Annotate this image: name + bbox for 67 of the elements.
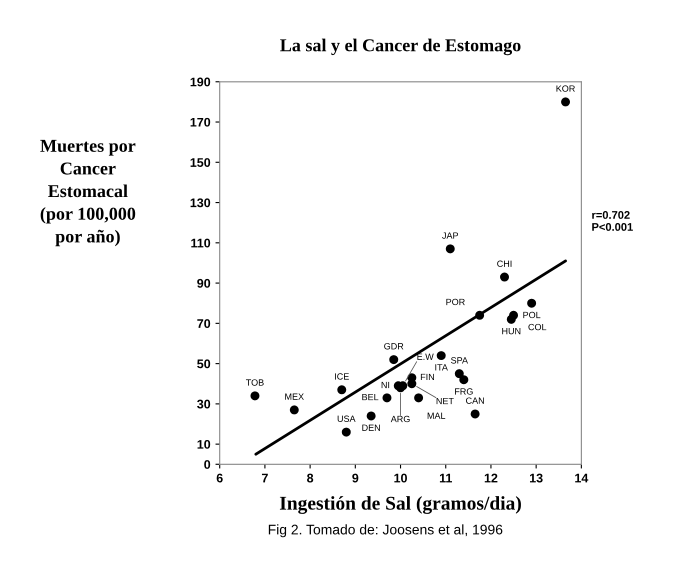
point	[389, 355, 398, 364]
annotation: E.W	[417, 354, 434, 360]
annotation: CHI	[497, 260, 512, 267]
y-tick-label: 170	[190, 118, 210, 127]
annotation: CAN	[466, 397, 484, 404]
y-tick-label: 110	[191, 238, 210, 248]
annotation: ITA	[435, 364, 448, 370]
x-tick-label: 9	[352, 474, 358, 482]
point	[290, 405, 299, 414]
text: r=0.702 P<0.001	[592, 211, 633, 231]
point	[342, 428, 351, 437]
y-tick-label: 0	[204, 460, 210, 469]
point	[561, 97, 570, 106]
annotation: FRG	[455, 388, 473, 395]
point	[250, 391, 260, 400]
x-tick-label: 12	[484, 474, 498, 482]
annotation: HUN	[502, 328, 520, 334]
point	[475, 310, 484, 320]
annotation: COL	[528, 324, 546, 330]
y-tick-label: 30	[197, 400, 210, 409]
point	[459, 375, 468, 384]
annotation: MEX	[285, 394, 304, 400]
point	[446, 244, 455, 254]
y-tick-label: 130	[190, 198, 210, 208]
y-tick-label: 10	[198, 440, 210, 449]
annotation: MAL	[428, 412, 446, 419]
x-tick-label: 14	[575, 474, 588, 482]
x-tick-label: 8	[307, 474, 314, 482]
x-tick-label: 7	[262, 474, 268, 482]
point	[414, 393, 424, 402]
y-tick-label: 150	[190, 158, 210, 167]
annotation: NI	[382, 382, 390, 388]
point	[366, 411, 376, 420]
point	[470, 409, 480, 418]
annotation: KOR	[556, 85, 575, 92]
y-tick-label: 90	[197, 278, 210, 288]
annotation: GDR	[384, 343, 404, 350]
point	[436, 351, 446, 360]
y-tick-label: 190	[190, 78, 210, 86]
annotation: ARG	[390, 416, 410, 422]
annotation: TOB	[246, 379, 264, 386]
annotation: NET	[436, 398, 454, 404]
x-tick-label: 11	[440, 474, 452, 482]
x-tick-label: 10	[394, 474, 407, 482]
annotation: FIN	[420, 374, 434, 380]
point	[337, 385, 346, 394]
point	[382, 393, 392, 402]
point	[454, 369, 464, 378]
annotation: USA	[338, 416, 356, 422]
x-tick-label: 6	[216, 474, 223, 482]
y-tick-label: 50	[197, 359, 210, 368]
point	[527, 298, 536, 308]
caption: Fig 2. Tomado de: Joosens et al, 1996	[268, 524, 502, 538]
point	[500, 272, 510, 282]
chart-title: La sal y el Cancer de Estomago	[280, 38, 521, 56]
annotation: POR	[446, 298, 465, 306]
annotation: DEN	[362, 424, 380, 431]
y-axis-title: Muertes por Cancer Estomacal (por 100,000 por año)	[40, 140, 136, 246]
y-tick-label: 70	[197, 319, 210, 328]
point	[506, 314, 516, 324]
annotation: ICE	[335, 373, 349, 380]
x-axis-title: Ingestión de Sal (gramos/dia)	[280, 496, 521, 514]
x-tick-label: 13	[530, 474, 543, 483]
annotation: SPA	[451, 357, 468, 364]
annotation: JAP	[442, 232, 458, 239]
annotation: POL	[523, 312, 540, 318]
annotation: BEL	[362, 394, 378, 400]
